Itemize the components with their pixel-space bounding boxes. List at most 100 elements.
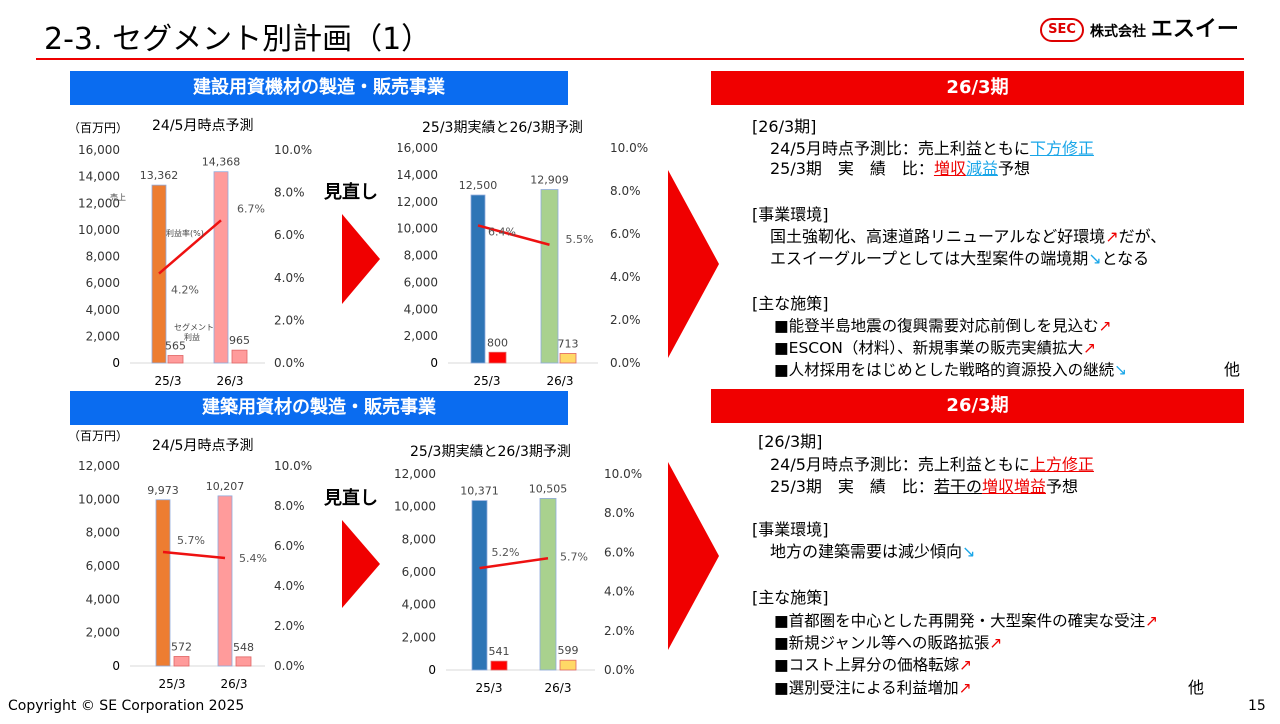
bar-sales (470, 194, 486, 364)
y-tick-label: 12,000 (78, 459, 120, 473)
top-env2-text: エスイーグループとしては大型案件の端境期 (770, 249, 1089, 268)
y2-tick-label: 6.0% (274, 539, 305, 553)
logo-company-small: 株式会社 (1090, 24, 1146, 40)
y2-tick-label: 2.0% (274, 619, 305, 633)
review-arrow-bottom-icon (342, 520, 380, 608)
x-category-label: 25/3 (155, 374, 182, 388)
y-tick-label: 8,000 (86, 250, 120, 264)
y-tick-label: 8,000 (402, 532, 436, 546)
chart-bottom-actual-vs-plan: 25/3期実績と26/3期予測 0 2,000 4,000 6,000 8,000 10,0… (394, 444, 642, 695)
y-tick-label: 0 (428, 663, 436, 677)
bar-profit (559, 353, 577, 364)
banner-period-top: 26/3期 (711, 71, 1244, 105)
top-line-vs-actual: 25/3期 実 績 比：増収減益予想 (770, 157, 1030, 181)
bar-sales (151, 184, 167, 364)
bottom-line2-suffix: 予想 (1045, 477, 1078, 496)
line-profit-rate (479, 557, 549, 570)
top-env-line1: 国土強靭化、高速道路リニューアルなど好環境↗だが、 (770, 225, 1166, 249)
y-tick-label: 6,000 (404, 275, 438, 289)
bar-label-sales: 9,973 (147, 484, 179, 497)
bar-label-profit: 800 (487, 336, 508, 349)
y2-tick-label: 2.0% (610, 313, 641, 327)
top-line2-em2: 減益 (965, 159, 998, 178)
up-arrow-icon: ↗ (989, 634, 1003, 652)
bar-label-sales: 13,362 (140, 169, 179, 182)
up-arrow-icon: ↗ (958, 679, 972, 697)
y2-tick-label: 6.0% (274, 228, 305, 242)
top-env1-text: 国土強靭化、高速道路リニューアルなど好環境 (770, 227, 1106, 246)
review-label-bottom: 見直し (324, 488, 378, 509)
line-label-rate: 4.2% (171, 284, 199, 297)
logo-company-name: 株式会社 エスイー (1090, 17, 1239, 45)
top-line2-suffix: 予想 (997, 159, 1030, 178)
bar-label-sales: 12,500 (459, 179, 498, 192)
y-tick-label: 0 (112, 659, 120, 673)
y2-tick-label: 10.0% (610, 141, 648, 155)
bottom-period-heading: [26/3期] (758, 432, 823, 451)
y2-tick-label: 0.0% (604, 663, 635, 677)
bar-profit (559, 659, 577, 671)
line-label-rate: 5.4% (239, 552, 267, 565)
series-annotation: 売上 (110, 192, 126, 202)
top-etc: 他 (1224, 360, 1241, 379)
bar-profit (173, 656, 190, 667)
top-line1-prefix: 24/5月時点予測比：売上利益ともに (770, 139, 1030, 158)
bar-label-profit: 565 (165, 339, 186, 352)
y2-tick-label: 2.0% (274, 313, 305, 327)
bottom-pol4-text: ■選別受注による利益増加 (774, 679, 959, 697)
x-category-label: 26/3 (547, 374, 574, 388)
bar-label-sales: 10,207 (206, 480, 245, 493)
chart-title: 25/3期実績と26/3期予測 (410, 444, 571, 460)
bottom-env-line1: 地方の建築需要は減少傾向↘ (770, 540, 975, 564)
bottom-line2-em1: 増収 (981, 477, 1014, 496)
bar-sales (471, 500, 488, 671)
line-label-rate: 5.7% (560, 550, 588, 563)
bar-profit (231, 349, 248, 364)
top-env-heading: [事業環境] (752, 205, 829, 224)
top-line-vs-forecast: 24/5月時点予測比：売上利益ともに下方修正 (770, 137, 1094, 161)
line-profit-rate (158, 219, 222, 275)
bar-label-profit: 541 (489, 645, 510, 658)
title-rule (36, 58, 1244, 60)
bar-label-profit: 965 (229, 334, 250, 347)
y2-tick-label: 4.0% (610, 270, 641, 284)
top-period-heading: [26/3期] (752, 117, 817, 136)
y-tick-label: 2,000 (404, 329, 438, 343)
y2-tick-label: 4.0% (604, 585, 635, 599)
x-category-label: 26/3 (217, 374, 244, 388)
copyright: Copyright © SE Corporation 2025 (8, 698, 245, 714)
y-tick-label: 10,000 (78, 223, 120, 237)
bar-sales (213, 171, 229, 364)
top-pol1-text: ■能登半島地震の復興需要対応前倒しを見込む (774, 317, 1099, 335)
top-pol2-text: ■ESCON（材料）、新規事業の販売実績拡大 (774, 339, 1084, 357)
bottom-policy-1: ■首都圏を中心とした再開発・大型案件の確実な受注↗ (774, 609, 1158, 633)
y2-tick-label: 6.0% (610, 227, 641, 241)
top-env2-suffix: となる (1101, 249, 1150, 268)
y-tick-label: 6,000 (402, 565, 436, 579)
bottom-line1-em: 上方修正 (1029, 455, 1094, 474)
line-label-rate: 6.7% (237, 202, 265, 215)
x-category-label: 25/3 (159, 677, 186, 691)
review-arrow-top-icon (342, 214, 380, 304)
bar-profit (235, 656, 252, 667)
bar-sales (155, 499, 171, 667)
y2-tick-label: 10.0% (274, 459, 312, 473)
bar-label-sales: 14,368 (202, 156, 241, 169)
y2-tick-label: 0.0% (610, 356, 641, 370)
big-arrow-top-icon (668, 170, 719, 358)
bar-profit (490, 660, 508, 671)
y-tick-label: 12,000 (394, 467, 436, 481)
y-tick-label: 4,000 (402, 598, 436, 612)
top-line2-prefix: 25/3期 実 績 比： (770, 159, 934, 178)
page-number: 15 (1248, 698, 1266, 714)
bar-sales (217, 495, 233, 667)
y-tick-label: 10,000 (78, 492, 120, 506)
chart-bottom-forecast: 24/5月時点予測 （百万円） 0 2,000 4,000 6,000 8,000 10,00… (68, 429, 312, 691)
up-arrow-icon: ↗ (959, 656, 973, 674)
bottom-line2-em2: 増益 (1013, 477, 1046, 496)
bar-label-profit: 548 (233, 641, 254, 654)
y-tick-label: 2,000 (86, 329, 120, 343)
line-profit-rate (162, 550, 226, 560)
y-tick-label: 12,000 (78, 196, 120, 210)
y-tick-label: 2,000 (86, 626, 120, 640)
